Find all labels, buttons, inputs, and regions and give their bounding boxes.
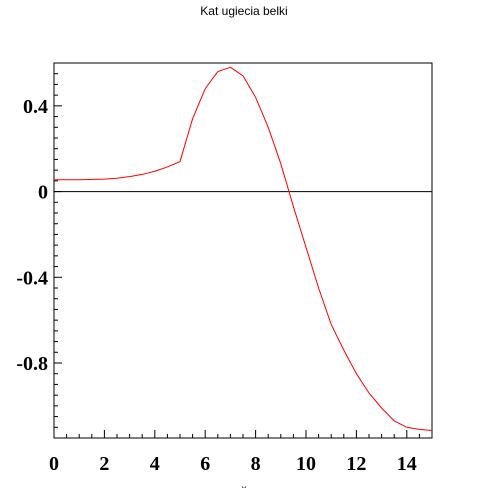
x-axis-ticks: 0 2 4 6 8 10 12 14	[49, 430, 433, 475]
x-tick-label: 4	[150, 453, 160, 475]
x-tick-label: 6	[200, 453, 210, 475]
y-axis-ticks: 0.4 0 -0.4 -0.8	[16, 62, 62, 428]
y-tick-label: 0	[38, 182, 48, 204]
x-tick-label: 2	[99, 453, 109, 475]
y-tick-label: -0.8	[16, 353, 48, 375]
chart-title: Kat ugiecia belki	[200, 4, 287, 18]
series-line	[54, 66, 433, 431]
x-axis-label: x	[242, 484, 247, 488]
y-tick-label: 0.4	[23, 96, 48, 118]
x-tick-label: 10	[296, 453, 316, 475]
y-tick-label: -0.4	[16, 267, 48, 289]
plot-frame	[53, 62, 433, 439]
x-tick-label: 0	[49, 453, 59, 475]
x-tick-label: 14	[397, 453, 417, 475]
x-tick-label: 12	[346, 453, 366, 475]
x-tick-label: 8	[251, 453, 261, 475]
